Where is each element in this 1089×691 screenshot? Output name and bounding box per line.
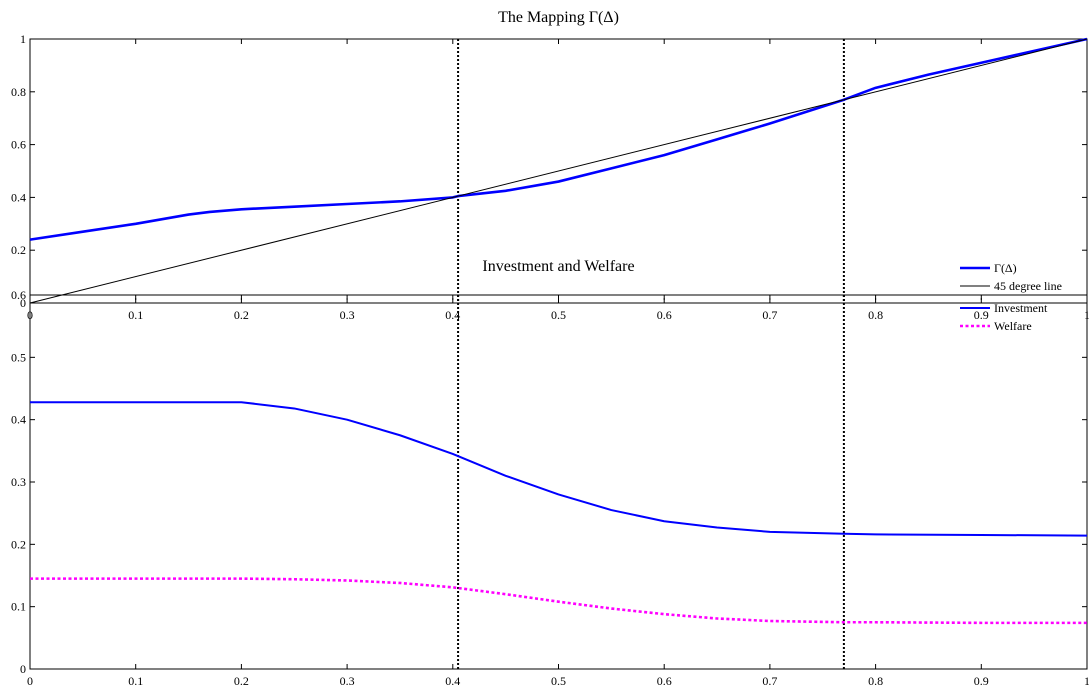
y-tick-label: 0.8	[11, 85, 26, 99]
y-tick-label: 0.3	[11, 475, 26, 489]
x-tick-label: 0.1	[128, 674, 143, 688]
x-tick-label: 0	[27, 674, 33, 688]
x-tick-label: 0.7	[762, 308, 777, 322]
y-tick-label: 0.1	[11, 600, 26, 614]
y-tick-label: 0.2	[11, 243, 26, 257]
legend-label: 45 degree line	[994, 279, 1062, 293]
y-tick-label: 0.4	[11, 190, 26, 204]
series-line-1	[29, 37, 1088, 241]
chart-panel-2: Investment and Welfare 0 0.1 0.2 0.3 0.4 0.5 0.…	[11, 258, 1089, 688]
x-tick-label: 0.3	[340, 308, 355, 322]
x-tick-label: 0.3	[340, 674, 355, 688]
x-tick-label: 0.4	[445, 674, 460, 688]
chart-title: The Mapping Γ(Δ)	[498, 9, 619, 26]
series-line-1	[30, 401, 1088, 537]
x-tick-label: 0.5	[551, 308, 566, 322]
legend-label: Γ(Δ)	[994, 261, 1017, 275]
x-tick-label: 0.2	[234, 674, 249, 688]
y-tick-label: 1	[20, 32, 26, 46]
legend: Γ(Δ) 45 degree line	[960, 261, 1062, 293]
x-tick-label: 0.9	[974, 308, 989, 322]
y-tick-label: 0.4	[11, 413, 26, 427]
y-tick-label: 0.6	[11, 138, 26, 152]
x-tick-label: 0.9	[974, 674, 989, 688]
y-tick-label: 0.6	[11, 288, 26, 302]
x-tick-label: 0.5	[551, 674, 566, 688]
y-tick-label: 0	[20, 662, 26, 676]
x-tick-label: 0.2	[234, 308, 249, 322]
x-tick-label: 0.4	[445, 308, 460, 322]
legend-label: Investment	[994, 301, 1048, 315]
x-tick-label: 0.6	[657, 674, 672, 688]
x-tick-label: 1	[1084, 674, 1089, 688]
x-tick-label: 0.6	[657, 308, 672, 322]
y-tick-label: 0.5	[11, 350, 26, 364]
series-line-2	[29, 38, 1088, 304]
x-tick-label: 0.7	[762, 674, 777, 688]
chart-title: Investment and Welfare	[482, 258, 634, 275]
legend: Investment Welfare	[960, 301, 1048, 333]
series-line-2	[30, 577, 1087, 625]
x-tick-label: 0.8	[868, 674, 883, 688]
y-tick-label: 0.2	[11, 537, 26, 551]
x-tick-label: 0.1	[128, 308, 143, 322]
legend-label: Welfare	[994, 319, 1032, 333]
y-tick-label: 0	[20, 296, 26, 310]
x-tick-label: 0.8	[868, 308, 883, 322]
